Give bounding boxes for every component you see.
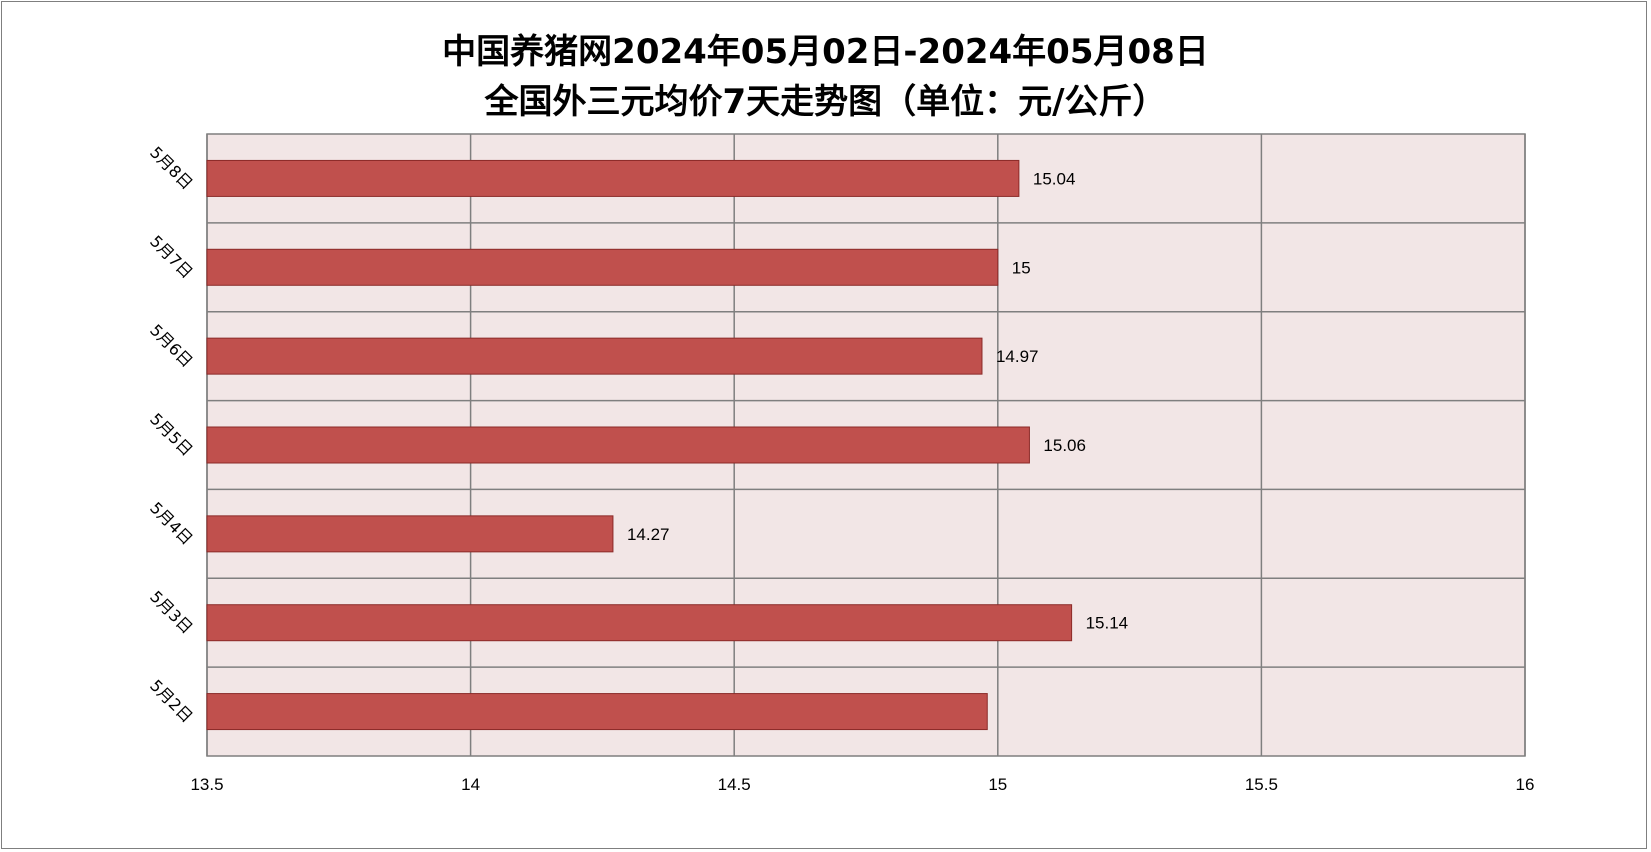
chart-title-line-2: 全国外三元均价7天走势图（单位：元/公斤） [484,82,1167,122]
bar [206,515,614,553]
data-label: 14.97 [996,347,1039,366]
bar [206,426,1030,464]
data-label: 15.06 [1043,436,1086,455]
data-label: 15.14 [1086,614,1129,633]
data-label: 15.04 [1033,169,1076,188]
category-label: 5月7日 [146,232,196,282]
category-label: 5月3日 [146,587,196,637]
data-label: 14.27 [627,525,670,544]
x-tick-label: 13.5 [190,775,223,794]
category-label: 5月4日 [146,498,196,548]
category-label: 5月5日 [146,409,196,459]
x-tick-label: 16 [1516,775,1535,794]
x-tick-label: 14 [461,775,480,794]
bar [206,159,1020,197]
data-label: 15 [1012,258,1031,277]
bar [206,604,1073,642]
x-tick-label: 15.5 [1245,775,1278,794]
bar [206,693,988,731]
category-label: 5月2日 [146,676,196,726]
bar [206,248,999,286]
bar [206,337,983,375]
category-label: 5月6日 [146,321,196,371]
category-label: 5月8日 [146,143,196,193]
x-tick-label: 15 [988,775,1007,794]
chart-title-line-1: 中国养猪网2024年05月02日-2024年05月08日 [442,32,1209,72]
x-tick-label: 14.5 [718,775,751,794]
